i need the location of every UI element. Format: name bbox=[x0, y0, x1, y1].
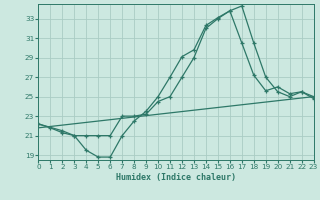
X-axis label: Humidex (Indice chaleur): Humidex (Indice chaleur) bbox=[116, 173, 236, 182]
